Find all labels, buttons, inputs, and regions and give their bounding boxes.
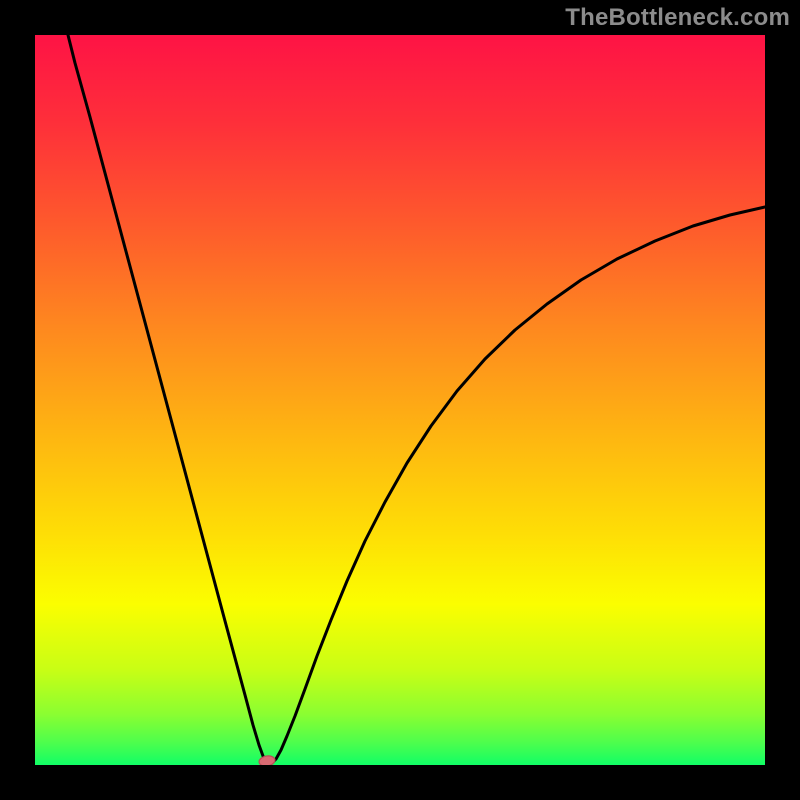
- watermark-text: TheBottleneck.com: [565, 4, 790, 32]
- plot-svg: [35, 35, 765, 765]
- plot-background: [35, 35, 765, 765]
- chart-frame: TheBottleneck.com: [0, 0, 800, 800]
- plot-area: [35, 35, 765, 765]
